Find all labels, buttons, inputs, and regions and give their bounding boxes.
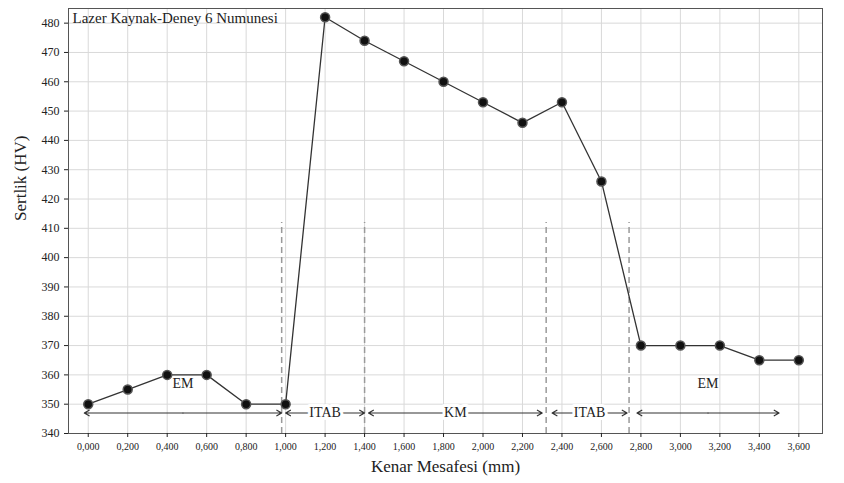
svg-text:0,400: 0,400 (156, 441, 179, 452)
svg-text:1,000: 1,000 (274, 441, 297, 452)
svg-text:EM: EM (172, 376, 194, 391)
svg-text:1,600: 1,600 (393, 441, 416, 452)
svg-text:390: 390 (42, 280, 60, 294)
svg-text:KM: KM (444, 405, 467, 420)
svg-text:2,600: 2,600 (590, 441, 613, 452)
svg-text:0,200: 0,200 (116, 441, 139, 452)
svg-text:3,600: 3,600 (788, 441, 811, 452)
svg-text:Sertlik (HV): Sertlik (HV) (11, 136, 30, 221)
svg-text:370: 370 (42, 338, 60, 352)
svg-text:Lazer Kaynak-Deney 6 Numunesi: Lazer Kaynak-Deney 6 Numunesi (73, 10, 278, 26)
svg-text:400: 400 (42, 250, 60, 264)
svg-text:380: 380 (42, 309, 60, 323)
svg-text:ITAB: ITAB (574, 405, 606, 420)
svg-text:1,800: 1,800 (432, 441, 455, 452)
svg-text:0,600: 0,600 (195, 441, 218, 452)
svg-text:480: 480 (42, 16, 60, 30)
svg-text:360: 360 (42, 368, 60, 382)
svg-text:420: 420 (42, 192, 60, 206)
svg-text:450: 450 (42, 104, 60, 118)
svg-text:2,000: 2,000 (472, 441, 495, 452)
svg-text:1,200: 1,200 (314, 441, 337, 452)
svg-text:440: 440 (42, 133, 60, 147)
svg-text:0,800: 0,800 (235, 441, 258, 452)
svg-text:460: 460 (42, 75, 60, 89)
svg-text:Kenar Mesafesi (mm): Kenar Mesafesi (mm) (371, 457, 520, 476)
svg-text:410: 410 (42, 221, 60, 235)
svg-text:EM: EM (698, 376, 720, 391)
svg-text:1,400: 1,400 (353, 441, 376, 452)
svg-text:2,400: 2,400 (551, 441, 574, 452)
svg-text:350: 350 (42, 397, 60, 411)
svg-text:430: 430 (42, 163, 60, 177)
svg-text:470: 470 (42, 45, 60, 59)
svg-text:2,200: 2,200 (511, 441, 534, 452)
svg-text:3,200: 3,200 (709, 441, 732, 452)
svg-text:3,400: 3,400 (748, 441, 771, 452)
svg-text:3,000: 3,000 (669, 441, 692, 452)
svg-text:2,800: 2,800 (630, 441, 653, 452)
svg-text:ITAB: ITAB (309, 405, 341, 420)
svg-text:0,000: 0,000 (77, 441, 100, 452)
svg-text:340: 340 (42, 426, 60, 440)
